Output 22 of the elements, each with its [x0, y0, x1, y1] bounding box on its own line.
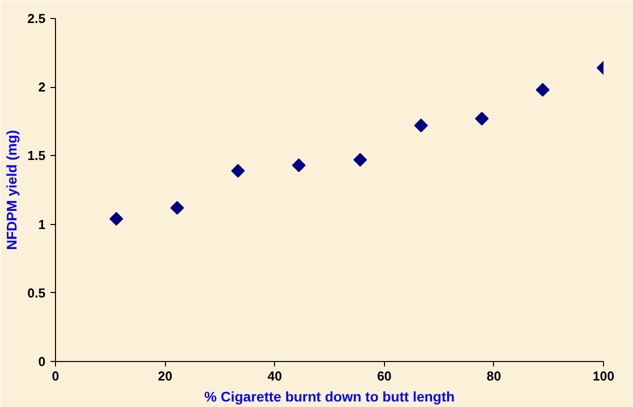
y-tick-label: 0 [38, 354, 46, 369]
point [474, 112, 489, 126]
point [536, 82, 550, 97]
y-tick-label: 1 [38, 216, 46, 232]
point [292, 158, 306, 172]
x-tick-label: 40 [267, 368, 282, 384]
point [170, 200, 184, 215]
x-tick-label: 100 [592, 368, 614, 384]
point [414, 118, 428, 132]
x-tick-label: 0 [52, 368, 60, 384]
x-tick-label: 20 [158, 368, 172, 384]
y-tick-label: 2 [38, 80, 46, 95]
y-tick-label: 1.5 [27, 148, 46, 164]
point [353, 152, 368, 167]
x-tick-label: 80 [486, 368, 502, 384]
y-tick-label: 2.5 [27, 11, 46, 26]
x-axis-title: % Cigarette burnt down to butt length [204, 388, 455, 404]
point [109, 212, 124, 226]
y-axis-title: NFDPM yield (mg) [3, 130, 20, 250]
point [231, 164, 245, 178]
y-tick-label: 0.5 [27, 285, 46, 300]
x-tick-label: 60 [377, 368, 392, 384]
